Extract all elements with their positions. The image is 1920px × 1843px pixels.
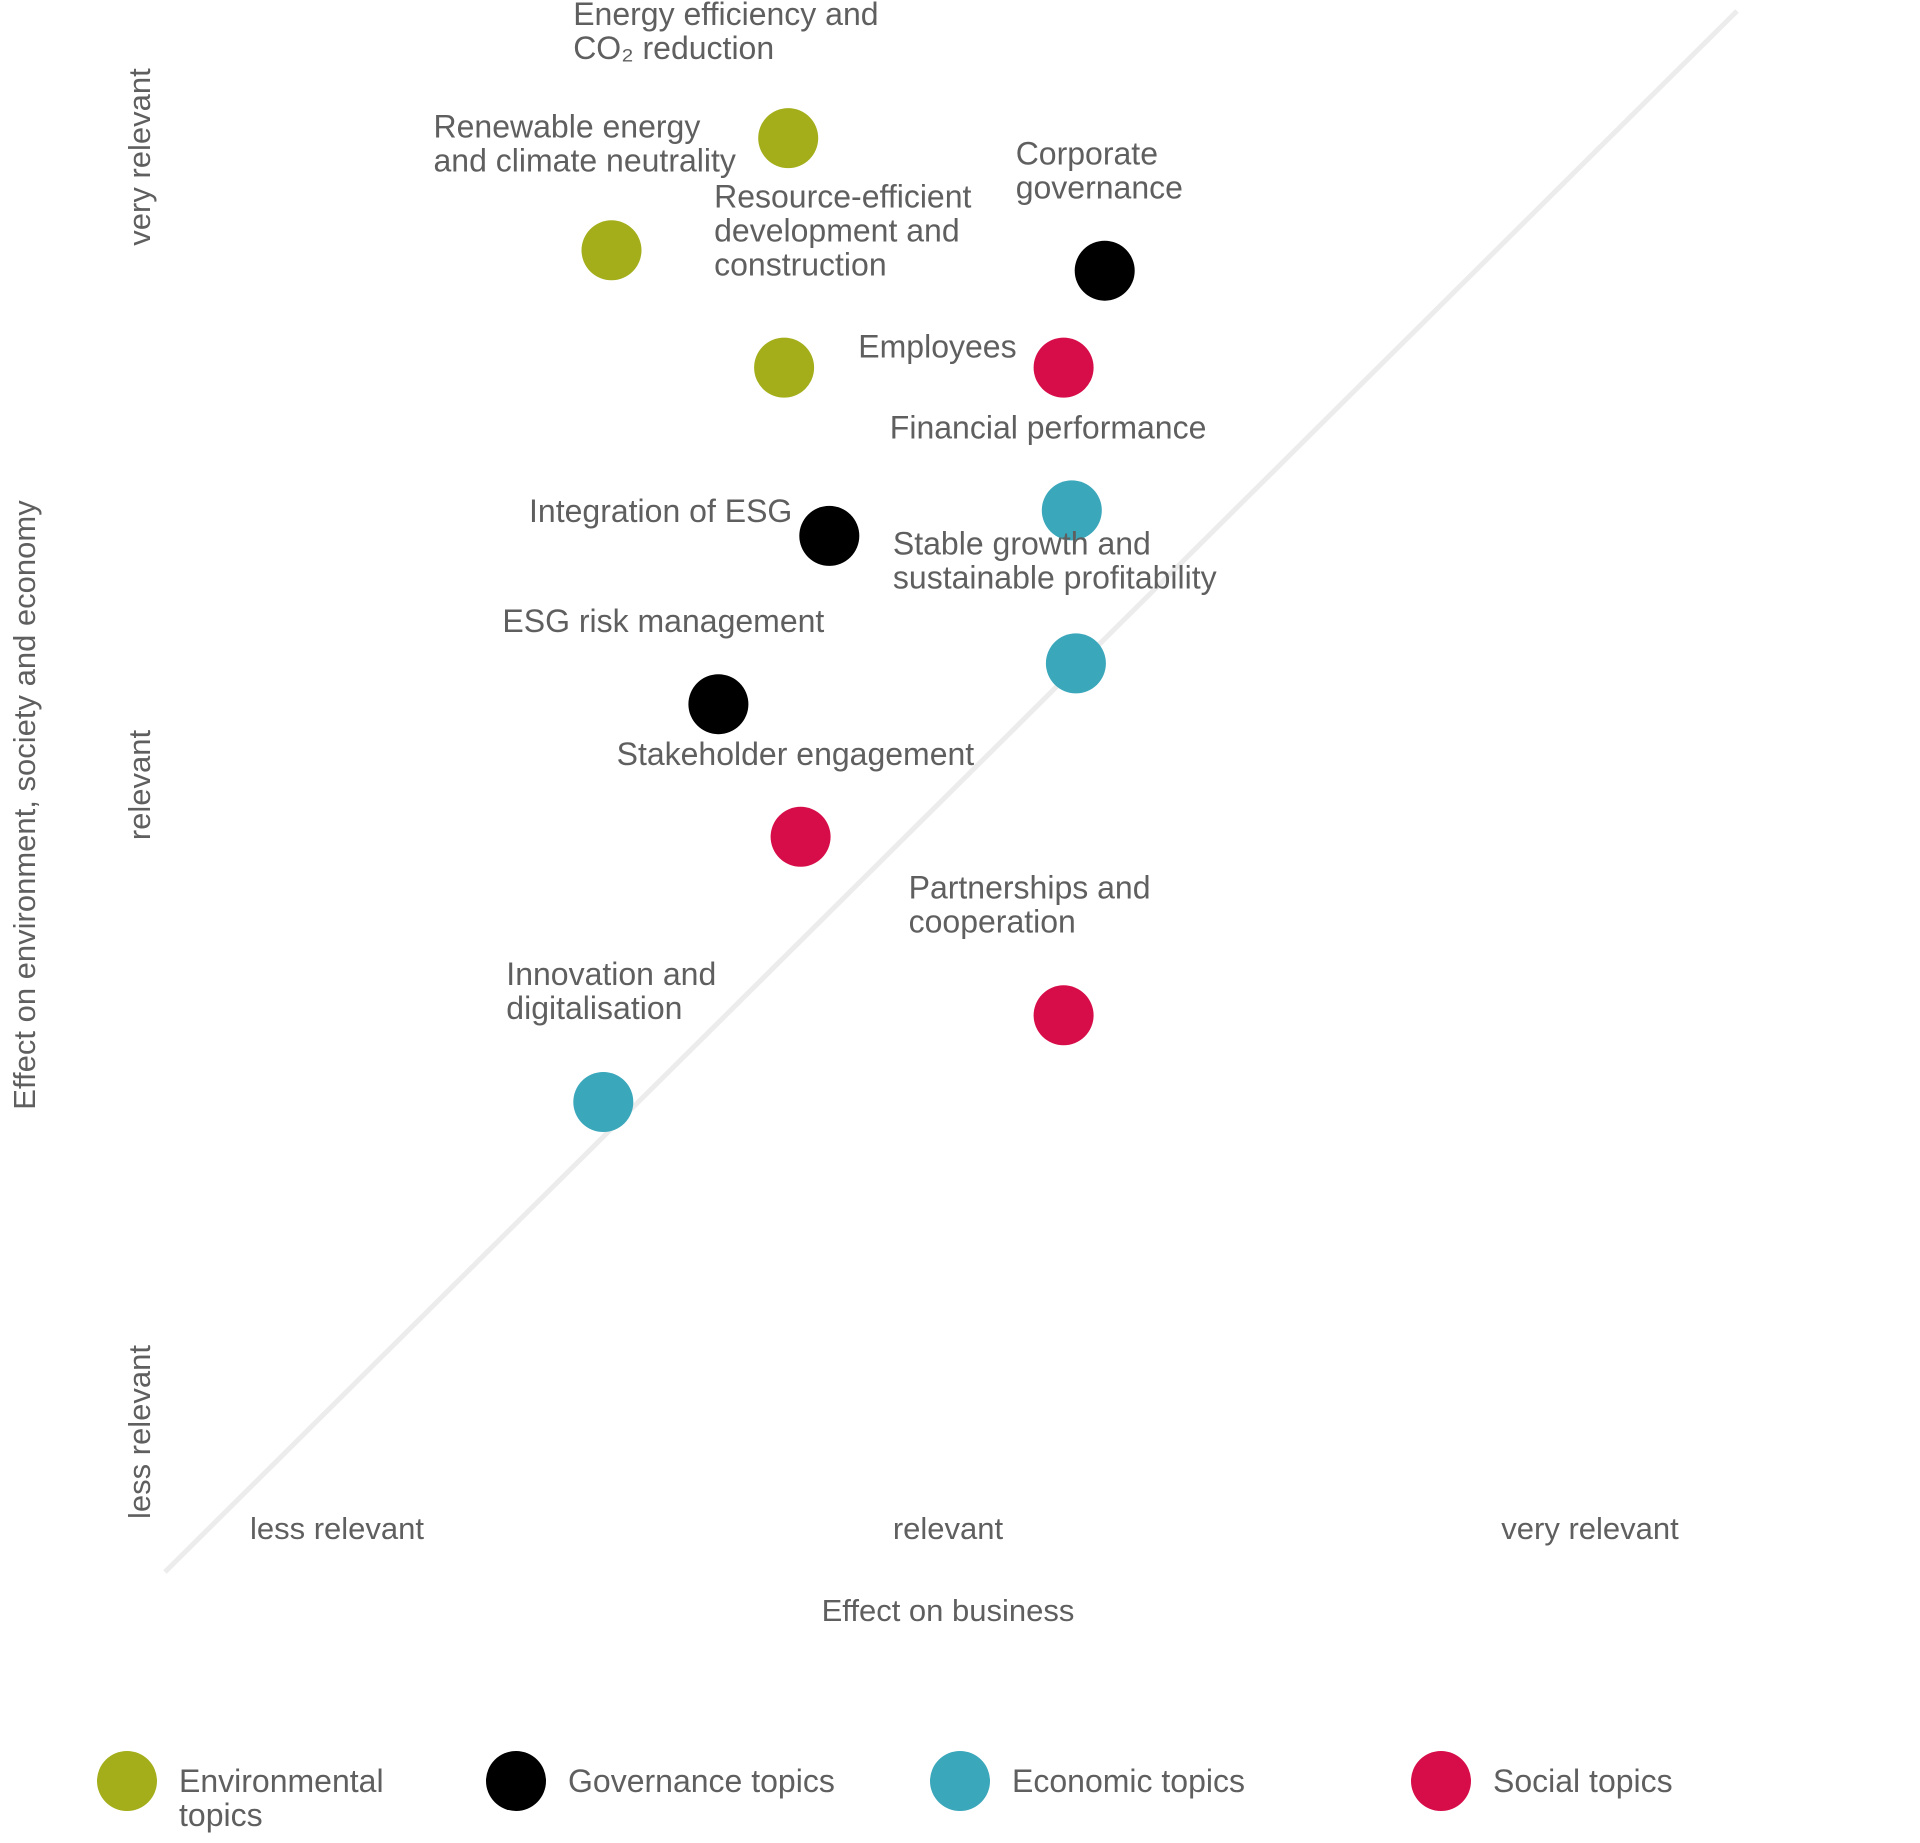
legend-swatch-governance-topics (486, 1751, 546, 1811)
y-tick-relevant: relevant (122, 729, 157, 840)
label-energy-efficiency-and-co-reduction-line-1: Energy efficiency and (573, 0, 878, 32)
x-tick-less-relevant: less relevant (250, 1511, 424, 1546)
data-points (573, 108, 1135, 1132)
y-tick-very-relevant: very relevant (122, 68, 157, 246)
label-stable-growth-and-sustainable-profitability-line-2: sustainable profitability (893, 559, 1217, 595)
label-stakeholder-engagement: Stakeholder engagement (617, 736, 975, 772)
point-integration-of-esg (799, 505, 860, 566)
y-tick-less-relevant: less relevant (122, 1345, 157, 1519)
label-integration-of-esg: Integration of ESG (529, 493, 792, 529)
point-resource-efficient-development-and-construction (754, 337, 815, 398)
point-partnerships-and-cooperation (1033, 985, 1094, 1046)
legend-swatch-social-topics (1411, 1751, 1471, 1811)
label-energy-efficiency-and-co-reduction-line-2: CO₂ reduction (573, 30, 774, 66)
x-axis-tick-labels: less relevant relevant very relevant (250, 1511, 1679, 1546)
legend-label-social-topics: Social topics (1493, 1763, 1673, 1799)
point-financial-performance (1041, 480, 1102, 541)
point-employees (1033, 337, 1094, 398)
label-financial-performance: Financial performance (890, 409, 1207, 445)
legend-label-environmental-topics-line-1: Environmental (179, 1763, 384, 1799)
point-renewable-energy-and-climate-neutrality (581, 220, 642, 281)
label-partnerships-and-cooperation-line-1: Partnerships and (909, 869, 1151, 905)
label-resource-efficient-development-and-construction-line-1: Resource-efficient (714, 179, 971, 215)
point-innovation-and-digitalisation (573, 1072, 634, 1132)
legend-swatch-environmental-topics (97, 1751, 157, 1811)
point-corporate-governance (1074, 240, 1135, 301)
label-renewable-energy-and-climate-neutrality-line-2: and climate neutrality (434, 142, 736, 178)
label-corporate-governance-line-1: Corporate (1016, 136, 1158, 172)
legend-label-economic-topics: Economic topics (1012, 1763, 1245, 1799)
label-innovation-and-digitalisation-line-2: digitalisation (506, 990, 682, 1026)
label-resource-efficient-development-and-construction-line-3: construction (714, 247, 887, 283)
point-stable-growth-and-sustainable-profitability (1045, 633, 1106, 694)
x-tick-very-relevant: very relevant (1501, 1511, 1679, 1546)
legend-label-governance-topics: Governance topics (568, 1763, 835, 1799)
label-corporate-governance-line-2: governance (1016, 170, 1183, 206)
label-renewable-energy-and-climate-neutrality-line-1: Renewable energy (434, 108, 701, 144)
legend-label-environmental-topics-line-2: topics (179, 1797, 263, 1833)
label-innovation-and-digitalisation-line-1: Innovation and (506, 956, 716, 992)
label-esg-risk-management: ESG risk management (502, 603, 824, 639)
label-stable-growth-and-sustainable-profitability-line-1: Stable growth and (893, 525, 1151, 561)
y-axis-title: Effect on environment, society and econo… (7, 500, 42, 1110)
y-axis-tick-labels: less relevant relevant very relevant (122, 68, 157, 1519)
legend-swatch-economic-topics (930, 1751, 990, 1811)
diagonal-reference-line (163, 9, 1739, 1574)
label-resource-efficient-development-and-construction-line-2: development and (714, 213, 960, 249)
x-axis-title: Effect on business (822, 1593, 1075, 1628)
point-stakeholder-engagement (770, 806, 831, 867)
label-employees: Employees (858, 329, 1016, 365)
point-energy-efficiency-and-co-reduction (758, 108, 819, 169)
label-partnerships-and-cooperation-line-2: cooperation (909, 903, 1076, 939)
point-esg-risk-management (688, 674, 749, 735)
x-tick-relevant: relevant (893, 1511, 1004, 1546)
